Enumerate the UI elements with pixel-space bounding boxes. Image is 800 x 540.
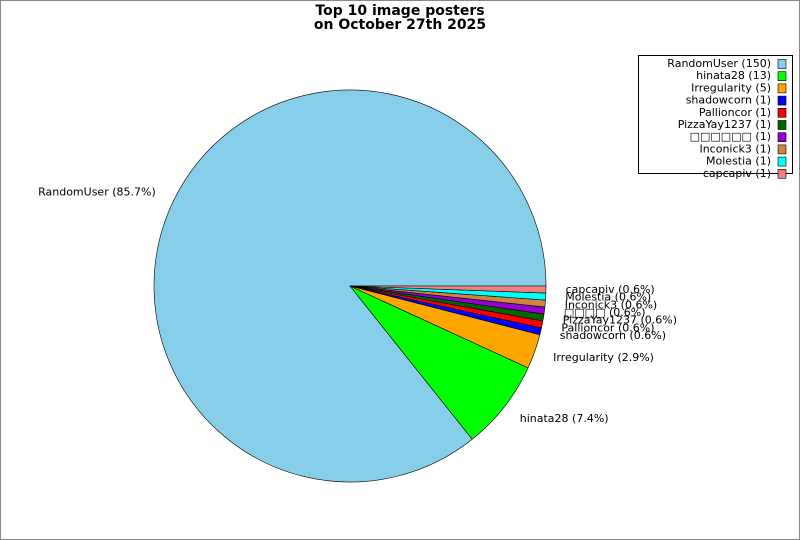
legend-swatch xyxy=(777,71,787,81)
legend-label: PizzaYay1237 (1) xyxy=(678,118,771,131)
legend-box xyxy=(638,55,793,174)
slice-label: Irregularity (2.9%) xyxy=(553,351,654,364)
legend-label: capcapiv (1) xyxy=(703,167,771,180)
slice-label: Molestia (0.6%) xyxy=(565,291,651,304)
slice-label: PizzaYay1237 (0.6%) xyxy=(563,314,677,327)
legend-swatch xyxy=(777,95,787,106)
legend-swatch xyxy=(777,144,787,155)
legend-swatch xyxy=(777,169,787,179)
legend-label: RandomUser (150) xyxy=(667,57,771,70)
legend-swatch xyxy=(777,83,787,94)
legend-label: Pallioncor (1) xyxy=(699,106,771,119)
legend-swatch xyxy=(777,156,787,167)
slice-label: Inconick3 (0.6%) xyxy=(565,298,657,311)
legend-label: Irregularity (5) xyxy=(691,81,771,94)
legend-swatch xyxy=(777,59,787,69)
legend-label: Inconick3 (1) xyxy=(699,142,771,155)
chart-title: on October 27th 2025 xyxy=(314,17,486,33)
slice-label: hinata28 (7.4%) xyxy=(520,412,609,425)
slice-label: RandomUser (85.7%) xyxy=(38,185,156,198)
legend-label: Molestia (1) xyxy=(706,155,771,168)
pie-slice xyxy=(349,285,547,294)
legend-label: □□□□□□ (1) xyxy=(690,130,771,143)
legend-swatch xyxy=(777,132,787,142)
legend-swatch xyxy=(777,120,787,130)
slice-label: □□□□ (0.6%) xyxy=(564,306,646,319)
legend-label: hinata28 (13) xyxy=(696,69,771,82)
slice-label: Pallioncor (0.6%) xyxy=(561,321,654,334)
legend-label: shadowcorn (1) xyxy=(686,94,771,107)
legend-swatch xyxy=(777,108,787,118)
slice-label: capcapiv (0.6%) xyxy=(566,283,655,296)
chart-title: Top 10 image posters xyxy=(315,3,484,19)
slice-label: shadowcorn (0.6%) xyxy=(560,329,666,342)
